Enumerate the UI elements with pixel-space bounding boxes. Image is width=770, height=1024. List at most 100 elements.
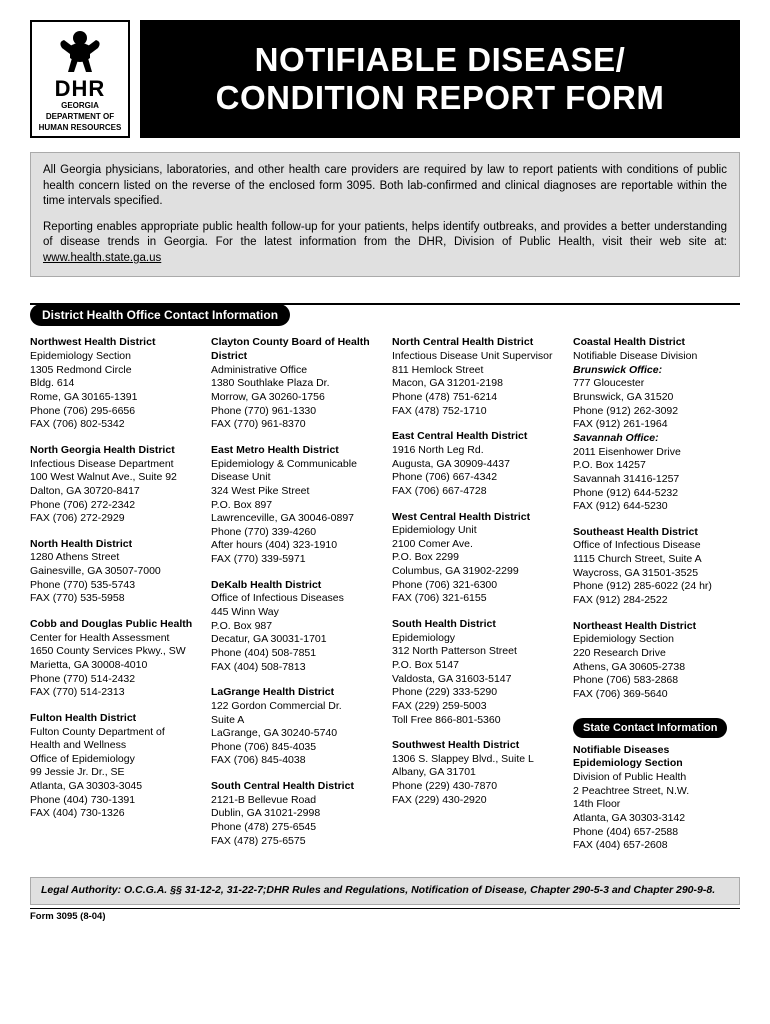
district-name: Notifiable Diseases Epidemiology Section	[573, 744, 740, 771]
district-line: 220 Research Drive	[573, 647, 740, 661]
district-line: Phone (404) 730-1391	[30, 794, 197, 808]
district-line: 445 Winn Way	[211, 606, 378, 620]
district-name: Cobb and Douglas Public Health	[30, 618, 197, 632]
district-line: Phone (404) 657-2588	[573, 826, 740, 840]
legal-footer: Legal Authority: O.C.G.A. §§ 31-12-2, 31…	[30, 877, 740, 905]
district-line: Gainesville, GA 30507-7000	[30, 565, 197, 579]
district-line: FAX (706) 272-2929	[30, 512, 197, 526]
district-block: Southwest Health District1306 S. Slappey…	[392, 739, 559, 807]
district-line: Phone (770) 535-5743	[30, 579, 197, 593]
dhr-logo-icon	[50, 28, 110, 76]
logo-line1: GEORGIA	[36, 102, 124, 111]
district-name: North Georgia Health District	[30, 444, 197, 458]
district-line: 312 North Patterson Street	[392, 645, 559, 659]
district-line: Savannah 31416-1257	[573, 473, 740, 487]
district-line: Athens, GA 30605-2738	[573, 661, 740, 675]
district-line: FAX (912) 284-2522	[573, 594, 740, 608]
district-block: West Central Health DistrictEpidemiology…	[392, 511, 559, 606]
district-line: 811 Hemlock Street	[392, 364, 559, 378]
district-line: Epidemiology	[392, 632, 559, 646]
district-line: 14th Floor	[573, 798, 740, 812]
district-line: Waycross, GA 31501-3525	[573, 567, 740, 581]
district-line: 1115 Church Street, Suite A	[573, 553, 740, 567]
logo-frame: DHR GEORGIA DEPARTMENT OF HUMAN RESOURCE…	[30, 20, 130, 138]
district-name: Southwest Health District	[392, 739, 559, 753]
district-line: FAX (229) 259-5003	[392, 700, 559, 714]
district-line: Epidemiology Unit	[392, 524, 559, 538]
district-line: 324 West Pike Street	[211, 485, 378, 499]
district-line: Fulton County Department of	[30, 726, 197, 740]
district-line: Disease Unit	[211, 471, 378, 485]
district-line: Dalton, GA 30720-8417	[30, 485, 197, 499]
district-line: Phone (770) 514-2432	[30, 673, 197, 687]
column-1: Northwest Health DistrictEpidemiology Se…	[30, 336, 197, 864]
district-name: West Central Health District	[392, 511, 559, 525]
district-block: South Health DistrictEpidemiology312 Nor…	[392, 618, 559, 727]
district-line: Phone (706) 583-2868	[573, 674, 740, 688]
district-line: Phone (770) 961-1330	[211, 405, 378, 419]
district-line: FAX (706) 667-4728	[392, 485, 559, 499]
logo-line2: DEPARTMENT OF	[36, 113, 124, 122]
district-block: East Metro Health DistrictEpidemiology &…	[211, 444, 378, 567]
district-line: Division of Public Health	[573, 771, 740, 785]
district-line: Center for Health Assessment	[30, 632, 197, 646]
district-line: Brunswick, GA 31520	[573, 391, 740, 405]
district-line: Phone (478) 751-6214	[392, 391, 559, 405]
district-line: Phone (478) 275-6545	[211, 821, 378, 835]
column-3: North Central Health DistrictInfectious …	[392, 336, 559, 864]
district-line: FAX (770) 535-5958	[30, 592, 197, 606]
district-line: FAX (404) 657-2608	[573, 839, 740, 853]
district-block: Coastal Health DistrictNotifiable Diseas…	[573, 336, 740, 513]
logo-abbr: DHR	[36, 78, 124, 100]
district-line: Phone (229) 430-7870	[392, 780, 559, 794]
logo-box: DHR GEORGIA DEPARTMENT OF HUMAN RESOURCE…	[30, 20, 130, 138]
district-name: Clayton County Board of Health District	[211, 336, 378, 363]
title-line1: NOTIFIABLE DISEASE/	[148, 41, 732, 79]
district-line: Augusta, GA 30909-4437	[392, 458, 559, 472]
form-id: Form 3095 (8-04)	[30, 908, 740, 922]
district-line: P.O. Box 897	[211, 499, 378, 513]
district-name: South Health District	[392, 618, 559, 632]
district-line: FAX (478) 275-6575	[211, 835, 378, 849]
district-line: Bldg. 614	[30, 377, 197, 391]
district-line: Epidemiology & Communicable	[211, 458, 378, 472]
district-line: FAX (706) 369-5640	[573, 688, 740, 702]
district-line: Infectious Disease Unit Supervisor	[392, 350, 559, 364]
district-line: FAX (770) 339-5971	[211, 553, 378, 567]
district-line: 2 Peachtree Street, N.W.	[573, 785, 740, 799]
state-title-bar: State Contact Information	[573, 718, 727, 738]
district-line: 122 Gordon Commercial Dr.	[211, 700, 378, 714]
district-line: 1916 North Leg Rd.	[392, 444, 559, 458]
district-block: Northwest Health DistrictEpidemiology Se…	[30, 336, 197, 431]
district-line: FAX (478) 752-1710	[392, 405, 559, 419]
district-name: South Central Health District	[211, 780, 378, 794]
district-name: East Central Health District	[392, 430, 559, 444]
district-name: Southeast Health District	[573, 526, 740, 540]
district-line: 1280 Athens Street	[30, 551, 197, 565]
district-line: LaGrange, GA 30240-5740	[211, 727, 378, 741]
district-line: 1650 County Services Pkwy., SW	[30, 645, 197, 659]
district-line: Toll Free 866-801-5360	[392, 714, 559, 728]
intro-url[interactable]: www.health.state.ga.us	[43, 252, 161, 264]
district-line: P.O. Box 14257	[573, 459, 740, 473]
district-line: FAX (770) 514-2313	[30, 686, 197, 700]
district-line: Epidemiology Section	[573, 633, 740, 647]
district-line: FAX (706) 845-4038	[211, 754, 378, 768]
column-4: Coastal Health DistrictNotifiable Diseas…	[573, 336, 740, 864]
district-line: Marietta, GA 30008-4010	[30, 659, 197, 673]
district-suboffice: Savannah Office:	[573, 432, 740, 446]
district-line: Phone (229) 333-5290	[392, 686, 559, 700]
district-block: Fulton Health DistrictFulton County Depa…	[30, 712, 197, 821]
district-line: Atlanta, GA 30303-3045	[30, 780, 197, 794]
district-block: LaGrange Health District122 Gordon Comme…	[211, 686, 378, 768]
title-block: NOTIFIABLE DISEASE/ CONDITION REPORT FOR…	[140, 20, 740, 138]
district-line: 99 Jessie Jr. Dr., SE	[30, 766, 197, 780]
district-block: North Health District1280 Athens StreetG…	[30, 538, 197, 606]
intro-box: All Georgia physicians, laboratories, an…	[30, 152, 740, 277]
logo-line3: HUMAN RESOURCES	[36, 124, 124, 133]
district-block: Northeast Health DistrictEpidemiology Se…	[573, 620, 740, 702]
district-block: Cobb and Douglas Public HealthCenter for…	[30, 618, 197, 700]
district-line: Phone (770) 339-4260	[211, 526, 378, 540]
district-line: Columbus, GA 31902-2299	[392, 565, 559, 579]
district-line: Valdosta, GA 31603-5147	[392, 673, 559, 687]
